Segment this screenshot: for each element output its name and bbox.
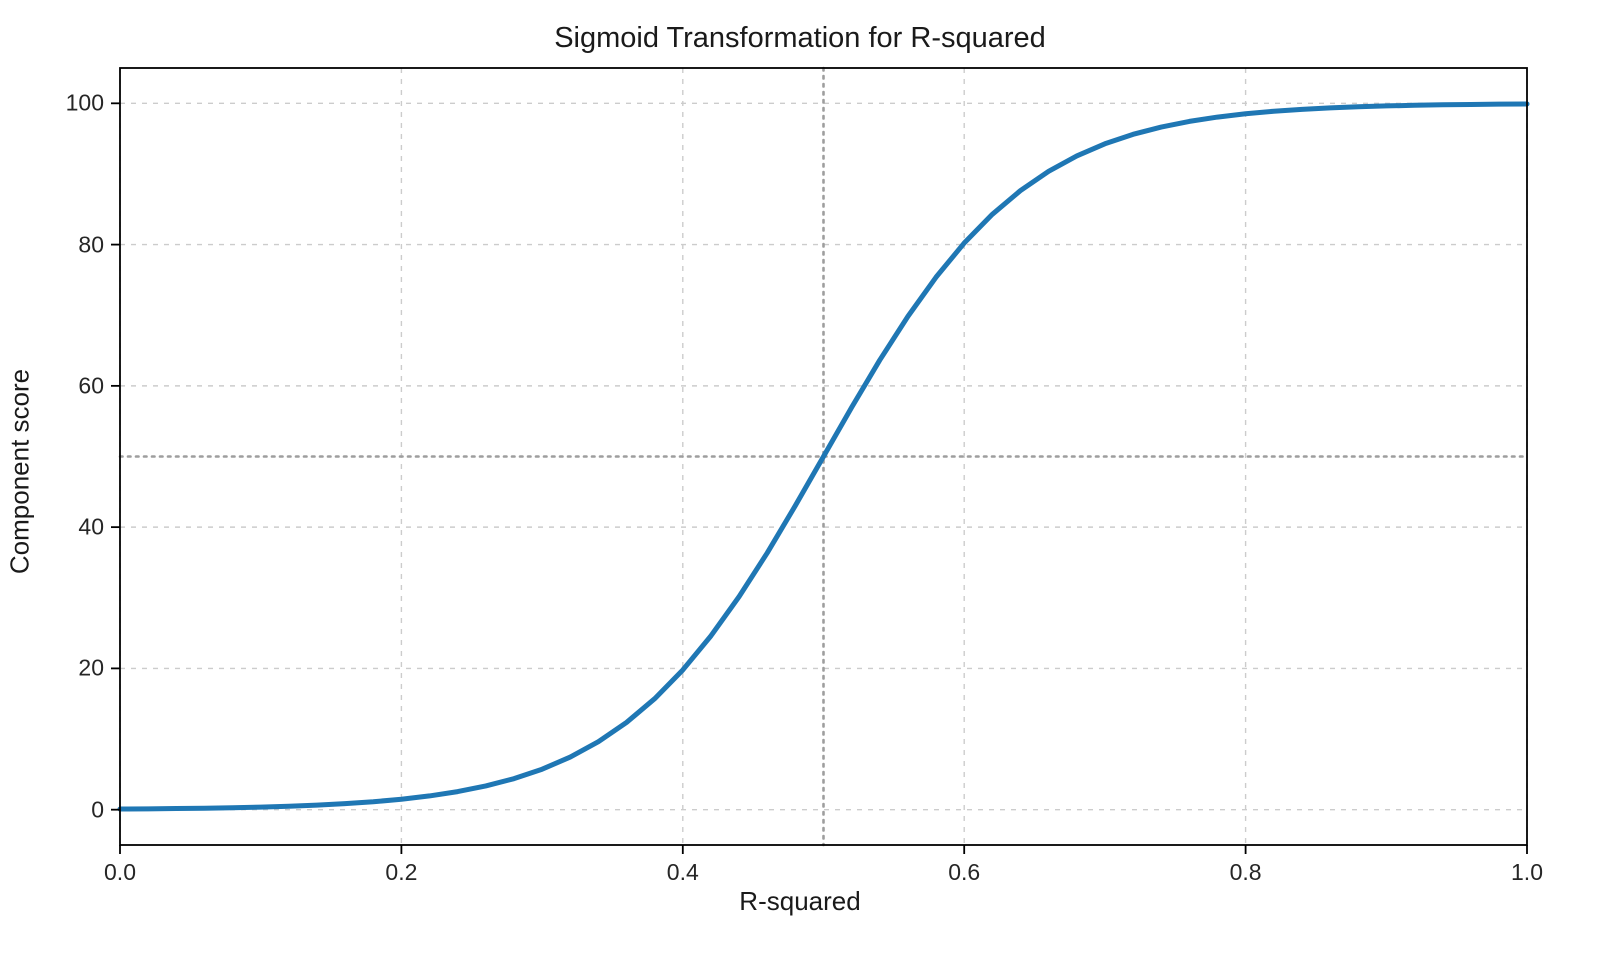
axes-spines <box>119 67 1528 846</box>
y-axis-label: Component score <box>4 368 35 575</box>
y-tick-label: 40 <box>78 513 104 540</box>
x-tick-label: 0.8 <box>1229 859 1262 885</box>
x-tick-label: 0.4 <box>666 859 699 885</box>
x-axis-label: R-squared <box>739 886 861 916</box>
y-tick-label: 20 <box>78 654 104 681</box>
y-tick-label: 100 <box>65 89 104 116</box>
y-tick-label: 60 <box>78 372 104 399</box>
y-tick-label: 0 <box>91 796 104 823</box>
x-tick-label: 1.0 <box>1511 859 1543 885</box>
x-tick-label: 0.6 <box>948 859 981 885</box>
sigmoid-curve <box>117 101 1530 812</box>
chart-title: Sigmoid Transformation for R-squared <box>554 22 1046 54</box>
x-tick-label: 0.0 <box>104 859 136 885</box>
x-tick-label: 0.2 <box>385 859 418 885</box>
y-tick-label: 80 <box>78 231 104 258</box>
